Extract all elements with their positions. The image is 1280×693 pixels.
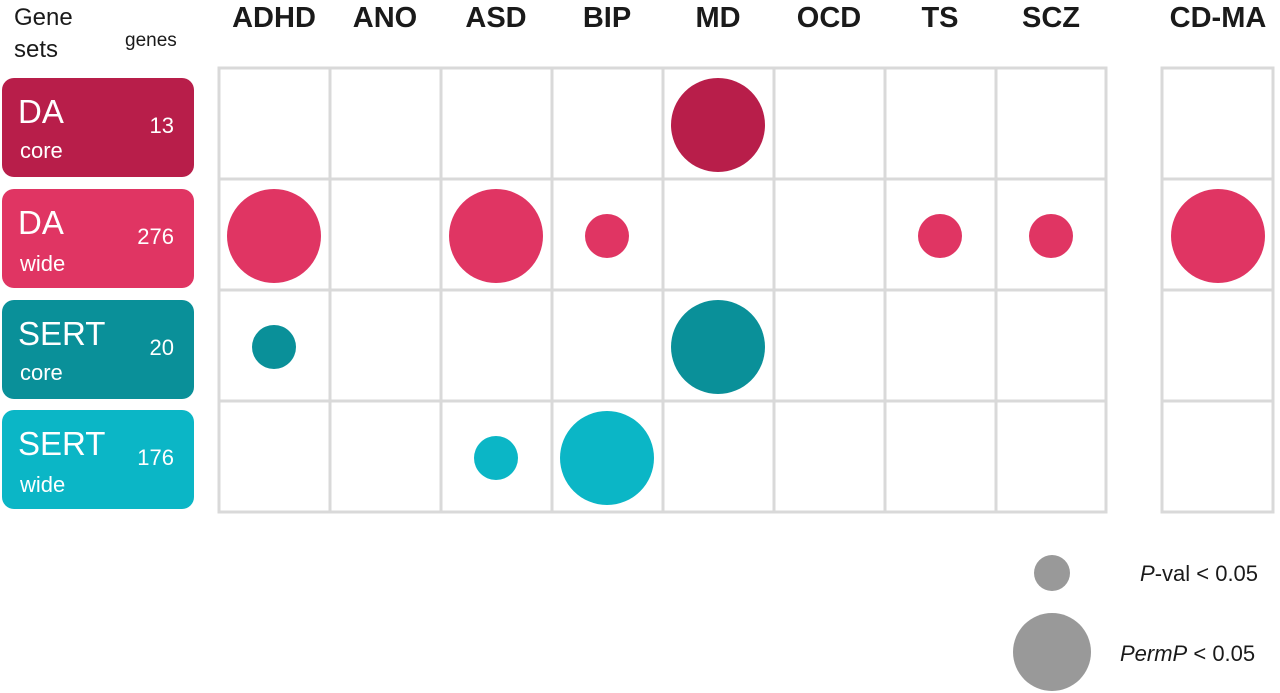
column-label-ts: TS bbox=[921, 2, 959, 34]
bubble-da-wide-bip bbox=[585, 214, 629, 258]
legend-large-circle bbox=[1013, 613, 1091, 691]
column-label-md: MD bbox=[695, 2, 741, 34]
column-label-bip: BIP bbox=[582, 2, 632, 34]
gene-set-name: SERT bbox=[18, 425, 106, 462]
gene-set-name: DA bbox=[18, 204, 64, 241]
legend-small-label: P-val < 0.05 bbox=[1140, 562, 1258, 586]
legend-small-circle bbox=[1034, 555, 1070, 591]
legend-small-label-italic: P bbox=[1140, 561, 1155, 586]
column-label-adhd: ADHD bbox=[232, 2, 316, 34]
gene-sets-header: Gene sets bbox=[14, 2, 73, 66]
gene-set-count: 20 bbox=[149, 335, 174, 360]
bubble-da-core-md bbox=[671, 78, 765, 172]
legend-large-label-italic: PermP bbox=[1120, 641, 1188, 666]
gene-sets-header-line1: Gene bbox=[14, 4, 73, 31]
gene-set-count: 276 bbox=[137, 224, 174, 249]
gene-set-count: 13 bbox=[149, 113, 174, 138]
gene-set-scope: wide bbox=[20, 472, 66, 497]
bubble-sert-core-adhd bbox=[252, 325, 296, 369]
gene-set-sert-core: SERT core 20 bbox=[2, 300, 194, 399]
grid-cdma-border bbox=[1160, 66, 1275, 514]
legend-large-label: PermP < 0.05 bbox=[1120, 642, 1255, 666]
gene-set-count: 176 bbox=[137, 445, 174, 470]
column-label-scz: SCZ bbox=[1022, 2, 1080, 34]
column-label-ocd: OCD bbox=[796, 2, 862, 34]
bubble-da-wide-cd-ma bbox=[1171, 189, 1265, 283]
gene-set-scope: core bbox=[20, 138, 63, 163]
gene-set-sert-wide: SERT wide 176 bbox=[2, 410, 194, 509]
bubble-sert-core-md bbox=[671, 300, 765, 394]
bubble-da-wide-scz bbox=[1029, 214, 1073, 258]
column-label-cd-ma: CD-MA bbox=[1169, 2, 1267, 34]
gene-set-da-wide: DA wide 276 bbox=[2, 189, 194, 288]
gene-set-da-core: DA core 13 bbox=[2, 78, 194, 177]
gene-set-name: DA bbox=[18, 93, 64, 130]
gene-sets-header-line2: sets bbox=[14, 36, 59, 63]
legend-small-label-text: -val < 0.05 bbox=[1154, 561, 1259, 586]
gene-set-scope: wide bbox=[20, 251, 66, 276]
gene-set-name: SERT bbox=[18, 315, 106, 352]
column-label-asd: ASD bbox=[465, 2, 527, 34]
bubble-sert-wide-bip bbox=[560, 411, 654, 505]
column-label-ano: ANO bbox=[352, 2, 418, 34]
gene-set-scope: core bbox=[20, 360, 63, 385]
legend-large-label-text: < 0.05 bbox=[1187, 641, 1256, 666]
bubble-da-wide-ts bbox=[918, 214, 962, 258]
bubble-da-wide-asd bbox=[449, 189, 543, 283]
genes-count-header: genes bbox=[125, 30, 177, 51]
bubble-da-wide-adhd bbox=[227, 189, 321, 283]
bubble-sert-wide-asd bbox=[474, 436, 518, 480]
